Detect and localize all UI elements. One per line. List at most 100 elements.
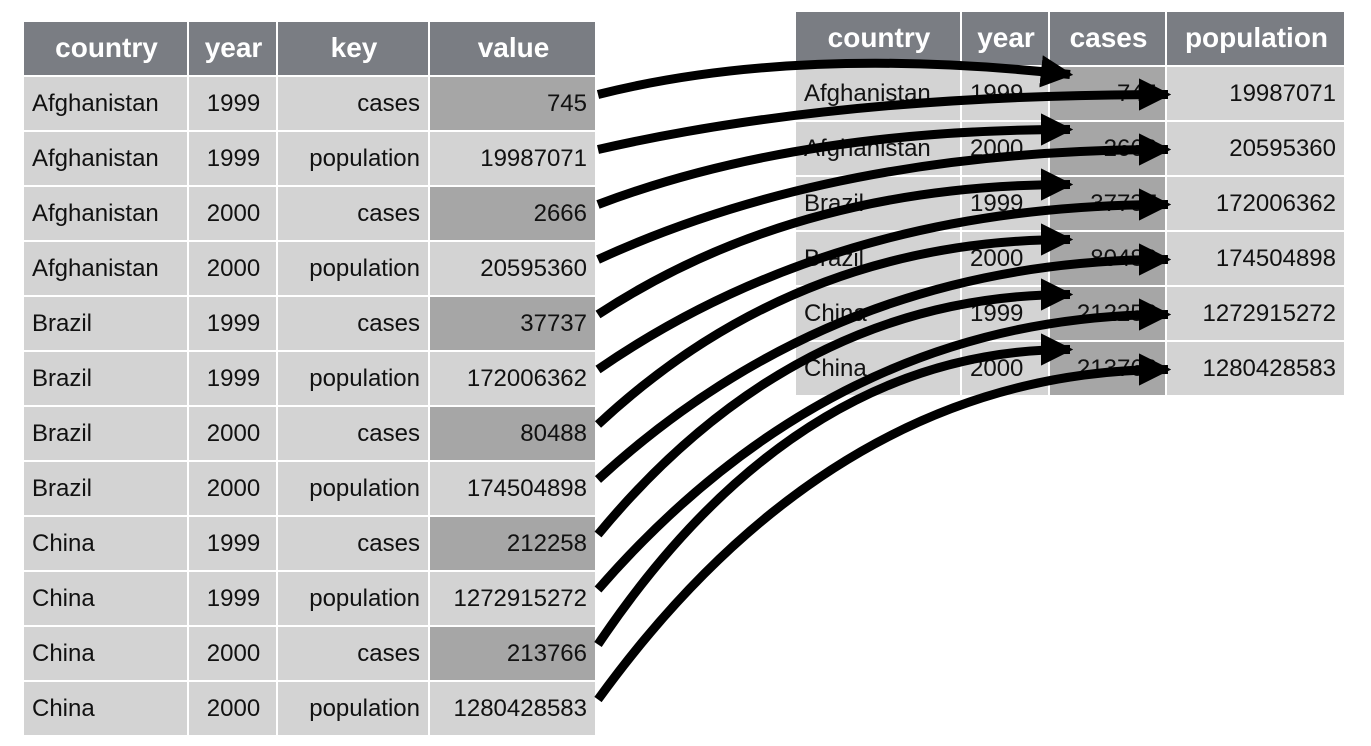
cell xyxy=(430,462,595,515)
header-cell xyxy=(278,22,428,75)
cell xyxy=(278,187,428,240)
cell xyxy=(278,462,428,515)
cell-text: cases xyxy=(357,530,420,557)
cell-text: cases xyxy=(357,640,420,667)
cell xyxy=(430,572,595,625)
cell-text: 172006362 xyxy=(467,365,587,392)
cell-text: cases xyxy=(357,310,420,337)
cell-text: 1999 xyxy=(207,530,260,557)
header-text: year xyxy=(205,32,263,63)
cell xyxy=(430,627,595,680)
cell xyxy=(189,187,276,240)
arrow xyxy=(594,353,1172,703)
cell xyxy=(1167,232,1344,285)
cell-text: China xyxy=(32,640,95,667)
cell-text: population xyxy=(309,475,420,502)
cell-text: China xyxy=(32,585,95,612)
cell xyxy=(278,517,428,570)
cell-text: cases xyxy=(357,200,420,227)
cell-text: 2000 xyxy=(207,200,260,227)
cell xyxy=(430,297,595,350)
arrow xyxy=(594,333,1074,648)
cell-text: Brazil xyxy=(32,475,92,502)
cell-text: 2000 xyxy=(207,255,260,282)
cell-text: population xyxy=(309,585,420,612)
header-cell xyxy=(189,22,276,75)
cell xyxy=(278,352,428,405)
cell-text: 20595360 xyxy=(1229,135,1336,162)
cell xyxy=(24,572,187,625)
cell xyxy=(189,572,276,625)
arrow xyxy=(596,133,1172,264)
cell xyxy=(278,132,428,185)
cell xyxy=(278,407,428,460)
cell-text: 1280428583 xyxy=(454,695,587,722)
cell xyxy=(1167,177,1344,230)
arrow xyxy=(596,78,1172,154)
cell-text: Brazil xyxy=(32,310,92,337)
cell-text: Afghanistan xyxy=(32,255,159,282)
cell-text: 2666 xyxy=(534,200,587,227)
cell-text: population xyxy=(309,145,420,172)
arrow xyxy=(596,55,1074,99)
cell xyxy=(430,242,595,295)
cell-text: 1999 xyxy=(207,365,260,392)
cell-text: China xyxy=(32,695,95,722)
cell xyxy=(1167,287,1344,340)
cell xyxy=(24,407,187,460)
cell-text: 174504898 xyxy=(467,475,587,502)
cell-text: 1272915272 xyxy=(1203,300,1336,327)
cell-text: 1999 xyxy=(207,90,260,117)
cell-text: 1272915272 xyxy=(454,585,587,612)
cell xyxy=(189,77,276,130)
cell-text: 1999 xyxy=(207,585,260,612)
arrows xyxy=(594,55,1172,703)
cell-text: 2000 xyxy=(207,475,260,502)
cell-text: China xyxy=(32,530,95,557)
cell xyxy=(278,242,428,295)
cell xyxy=(430,682,595,735)
cell xyxy=(278,627,428,680)
header-cell xyxy=(1167,12,1344,65)
cell xyxy=(430,187,595,240)
header-cell xyxy=(796,12,960,65)
arrow xyxy=(595,168,1074,319)
cell-text: 2000 xyxy=(207,640,260,667)
cell xyxy=(278,572,428,625)
cell xyxy=(189,352,276,405)
arrow xyxy=(594,243,1172,483)
cell xyxy=(24,517,187,570)
cell-text: 1999 xyxy=(207,310,260,337)
cell-text: 2000 xyxy=(207,420,260,447)
cell xyxy=(189,297,276,350)
cell xyxy=(189,407,276,460)
cell xyxy=(24,352,187,405)
header-text: population xyxy=(1185,22,1328,53)
cell-text: population xyxy=(309,695,420,722)
cell-text: 19987071 xyxy=(1229,80,1336,107)
cell xyxy=(189,517,276,570)
cell xyxy=(189,682,276,735)
cell-text: 172006362 xyxy=(1216,190,1336,217)
cell-text: 745 xyxy=(547,90,587,117)
cell xyxy=(1167,67,1344,120)
header-cell xyxy=(430,22,595,75)
cell xyxy=(24,187,187,240)
cell xyxy=(1167,122,1344,175)
arrow xyxy=(594,223,1074,428)
header-cell xyxy=(962,12,1048,65)
cell-text: 174504898 xyxy=(1216,245,1336,272)
cell-text: Brazil xyxy=(32,365,92,392)
cell-text: 80488 xyxy=(520,420,587,447)
cell xyxy=(189,132,276,185)
cell xyxy=(24,132,187,185)
cell xyxy=(24,77,187,130)
cell xyxy=(189,462,276,515)
cell-text: population xyxy=(309,255,420,282)
arrow xyxy=(595,188,1172,374)
header-cell xyxy=(24,22,187,75)
cell xyxy=(430,77,595,130)
cell xyxy=(24,682,187,735)
cell-text: cases xyxy=(357,420,420,447)
